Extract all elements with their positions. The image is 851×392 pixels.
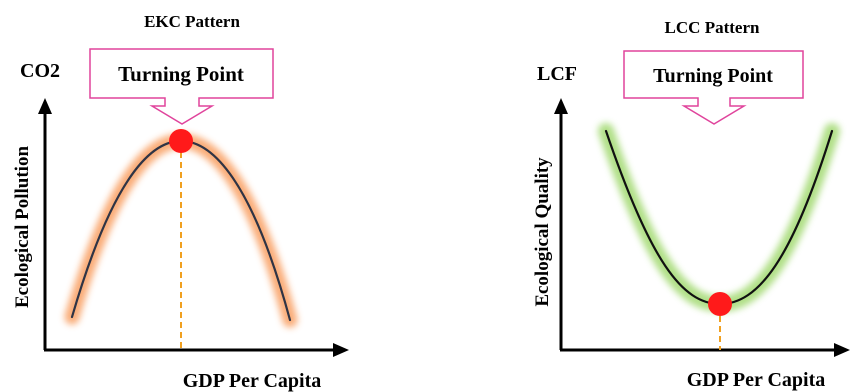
ekc-x-axis-arrowhead (333, 343, 349, 357)
lcc-y-abbrev: LCF (537, 63, 577, 85)
lcc-x-axis-arrowhead (834, 343, 850, 357)
lcc-callout-box (623, 50, 804, 125)
ekc-panel: EKC Pattern CO2 Turning Point Ecological… (12, 12, 349, 392)
lcc-callout-label: Turning Point (653, 65, 773, 87)
ekc-turning-point-marker (169, 129, 193, 153)
ekc-y-axis-label: Ecological Pollution (12, 146, 33, 308)
ekc-axes (38, 98, 349, 357)
ekc-y-axis-arrowhead (38, 98, 52, 114)
lcc-y-axis-label: Ecological Quality (532, 157, 553, 307)
ekc-title: EKC Pattern (144, 12, 240, 31)
lcc-y-axis-arrowhead (554, 98, 568, 114)
lcc-panel: LCC Pattern LCF Turning Point Ecological… (532, 18, 850, 391)
ekc-x-axis-label: GDP Per Capita (183, 370, 322, 392)
ekc-callout-box (89, 48, 274, 125)
lcc-title: LCC Pattern (665, 18, 760, 37)
lcc-axes (554, 98, 850, 357)
ekc-y-abbrev: CO2 (20, 60, 60, 82)
lcc-x-axis-label: GDP Per Capita (687, 369, 826, 391)
ekc-callout-label: Turning Point (118, 62, 244, 86)
lcc-turning-point-marker (708, 292, 732, 316)
